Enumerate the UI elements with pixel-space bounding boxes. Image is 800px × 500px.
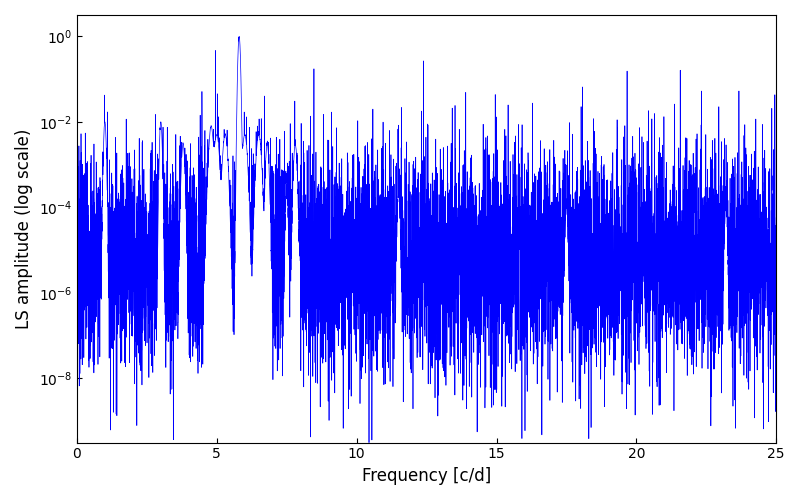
Y-axis label: LS amplitude (log scale): LS amplitude (log scale) bbox=[15, 128, 33, 329]
X-axis label: Frequency [c/d]: Frequency [c/d] bbox=[362, 467, 491, 485]
